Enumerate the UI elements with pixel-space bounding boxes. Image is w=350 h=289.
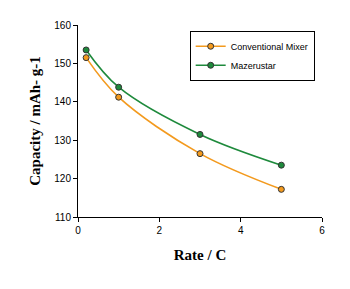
svg-text:Conventional Mixer: Conventional Mixer bbox=[231, 42, 308, 52]
svg-text:Capacity / mAh- g-1: Capacity / mAh- g-1 bbox=[27, 56, 43, 186]
svg-text:Rate / C: Rate / C bbox=[174, 247, 227, 263]
svg-text:110: 110 bbox=[55, 212, 71, 223]
svg-text:4: 4 bbox=[238, 225, 244, 236]
svg-text:6: 6 bbox=[319, 225, 325, 236]
svg-text:120: 120 bbox=[54, 173, 71, 184]
svg-text:0: 0 bbox=[75, 225, 81, 236]
svg-text:2: 2 bbox=[157, 225, 163, 236]
svg-text:Mazerustar: Mazerustar bbox=[231, 61, 276, 71]
svg-text:140: 140 bbox=[54, 96, 71, 107]
svg-text:130: 130 bbox=[54, 135, 71, 146]
svg-text:150: 150 bbox=[54, 58, 71, 69]
svg-text:160: 160 bbox=[54, 20, 71, 31]
